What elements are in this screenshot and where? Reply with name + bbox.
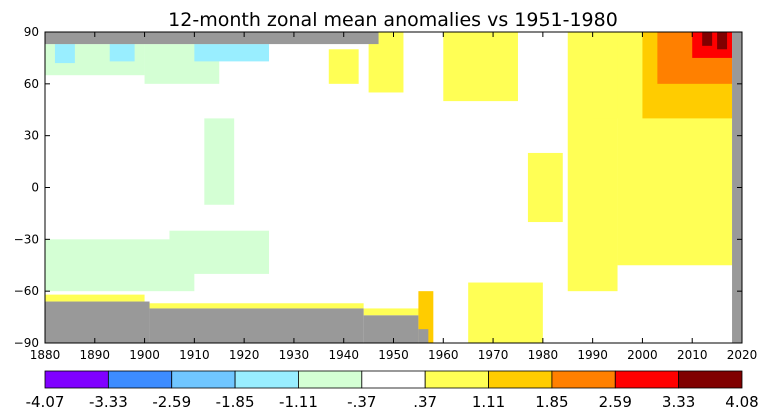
colorbar-swatch bbox=[488, 370, 553, 389]
anomaly-cell bbox=[194, 44, 270, 62]
colorbar-label: 1.11 bbox=[472, 393, 505, 411]
colorbar-label: -1.85 bbox=[216, 393, 255, 411]
colorbar-swatch bbox=[298, 370, 363, 389]
colorbar-swatch bbox=[678, 370, 743, 389]
colorbar-swatch bbox=[171, 370, 236, 389]
x-tick-label: 1960 bbox=[428, 348, 459, 362]
colorbar-label: 2.59 bbox=[599, 393, 632, 411]
x-tick-label: 1950 bbox=[378, 348, 409, 362]
missing-data-region bbox=[418, 329, 429, 343]
colorbar-swatch bbox=[424, 370, 489, 389]
missing-data-region bbox=[45, 301, 150, 343]
y-tick-label: 60 bbox=[24, 77, 39, 91]
y-tick-label: −30 bbox=[14, 232, 39, 246]
y-tick-label: 0 bbox=[31, 181, 39, 195]
x-tick-label: 1880 bbox=[30, 348, 61, 362]
anomaly-cell bbox=[363, 308, 424, 316]
colorbar-swatch bbox=[44, 370, 109, 389]
colorbar-label: -4.07 bbox=[26, 393, 65, 411]
colorbar-label: -2.59 bbox=[152, 393, 191, 411]
anomaly-cell bbox=[443, 32, 518, 102]
colorbar-swatch bbox=[614, 370, 680, 389]
axes: 1880 1890 1900 1910 1920 1930 1940 1950 1960 1970… bbox=[14, 25, 758, 362]
colorbar-label: .37 bbox=[413, 393, 437, 411]
missing-data-region bbox=[149, 308, 364, 343]
x-tick-label: 1970 bbox=[478, 348, 509, 362]
anomaly-cell bbox=[54, 44, 75, 64]
anomaly-cell bbox=[169, 230, 270, 274]
anomaly-cell bbox=[328, 49, 359, 84]
anomaly-cell bbox=[527, 152, 563, 223]
x-tick-label: 1890 bbox=[80, 348, 111, 362]
anomaly-cell bbox=[45, 294, 145, 302]
x-tick-label: 1940 bbox=[328, 348, 359, 362]
anomaly-cell bbox=[109, 44, 135, 62]
x-tick-label: 1930 bbox=[279, 348, 310, 362]
x-tick-label: 2000 bbox=[627, 348, 658, 362]
anomaly-cell bbox=[717, 32, 728, 50]
missing-data-region bbox=[363, 315, 419, 343]
missing-data-region bbox=[45, 32, 379, 45]
anomaly-cell bbox=[204, 118, 235, 205]
x-tick-label: 1990 bbox=[577, 348, 608, 362]
chart-title: 12-month zonal mean anomalies vs 1951-19… bbox=[168, 9, 618, 31]
x-tick-label: 1910 bbox=[179, 348, 210, 362]
y-tick-label: 90 bbox=[24, 25, 39, 39]
y-tick-label: −60 bbox=[14, 284, 39, 298]
colorbar-label: -3.33 bbox=[89, 393, 128, 411]
colorbar-label: 1.85 bbox=[535, 393, 568, 411]
y-tick-label: −90 bbox=[14, 336, 39, 350]
x-tick-label: 1980 bbox=[528, 348, 559, 362]
colorbar: -4.07 -3.33 -2.59 -1.85 -1.11 -.37 .37 1.11 1.85… bbox=[26, 370, 759, 411]
x-tick-label: 1920 bbox=[229, 348, 260, 362]
colorbar-swatch bbox=[361, 370, 426, 389]
colorbar-swatch bbox=[551, 370, 616, 389]
anomaly-cell bbox=[144, 303, 364, 309]
colorbar-swatch bbox=[107, 370, 173, 389]
colorbar-swatch bbox=[234, 370, 299, 389]
x-tick-label: 2020 bbox=[727, 348, 758, 362]
anomaly-cell bbox=[702, 32, 713, 46]
y-tick-label: 30 bbox=[24, 129, 39, 143]
anomaly-cell bbox=[468, 282, 543, 343]
x-tick-label: 2010 bbox=[677, 348, 708, 362]
plot-area bbox=[44, 31, 743, 344]
colorbar-label: -1.11 bbox=[279, 393, 318, 411]
colorbar-label: -.37 bbox=[347, 393, 376, 411]
colorbar-label: 4.08 bbox=[725, 393, 758, 411]
x-tick-label: 1900 bbox=[129, 348, 160, 362]
colorbar-label: 3.33 bbox=[662, 393, 695, 411]
